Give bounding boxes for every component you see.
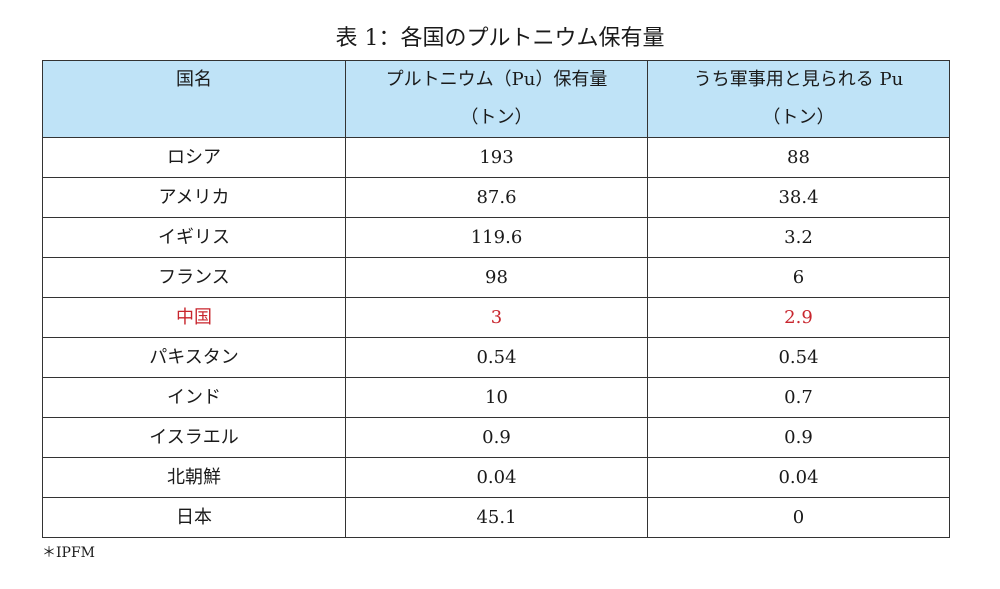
cell-military: 0.7 <box>647 377 950 418</box>
cell-total: 3 <box>345 297 648 338</box>
cell-country: 北朝鮮 <box>42 457 346 498</box>
table-row: アメリカ 87.6 38.4 <box>42 177 950 218</box>
cell-country: 中国 <box>42 297 346 338</box>
cell-total: 193 <box>345 137 648 178</box>
table-row: 中国 3 2.9 <box>42 297 950 338</box>
table-row: ロシア 193 88 <box>42 137 950 178</box>
cell-country: アメリカ <box>42 177 346 218</box>
plutonium-table: 国名 プルトニウム（Pu）保有量 （トン） うち軍事用と見られる Pu （トン）… <box>42 60 950 538</box>
table-row: イギリス 119.6 3.2 <box>42 217 950 258</box>
cell-military: 3.2 <box>647 217 950 258</box>
table-row: インド 10 0.7 <box>42 377 950 418</box>
table-body: ロシア 193 88 アメリカ 87.6 38.4 イギリス 119.6 3.2 フランス 98 6 中… <box>42 137 950 538</box>
header-row: 国名 プルトニウム（Pu）保有量 （トン） うち軍事用と見られる Pu （トン） <box>42 60 950 138</box>
source-note: ＊IPFM <box>42 545 95 561</box>
cell-military: 38.4 <box>647 177 950 218</box>
table-row: パキスタン 0.54 0.54 <box>42 337 950 378</box>
table-row: イスラエル 0.9 0.9 <box>42 417 950 458</box>
cell-total: 87.6 <box>345 177 648 218</box>
cell-military: 88 <box>647 137 950 178</box>
header-military-unit: （トン） <box>762 107 835 128</box>
header-total-label: プルトニウム（Pu）保有量 <box>385 69 608 90</box>
cell-military: 6 <box>647 257 950 298</box>
cell-country: イギリス <box>42 217 346 258</box>
table-row: 日本 45.1 0 <box>42 497 950 538</box>
header-total: プルトニウム（Pu）保有量 （トン） <box>345 60 648 138</box>
header-country-label: 国名 <box>176 69 212 90</box>
cell-military: 0.04 <box>647 457 950 498</box>
cell-total: 0.04 <box>345 457 648 498</box>
cell-total: 10 <box>345 377 648 418</box>
header-military: うち軍事用と見られる Pu （トン） <box>647 60 950 138</box>
cell-military: 2.9 <box>647 297 950 338</box>
cell-country: 日本 <box>42 497 346 538</box>
header-country: 国名 <box>42 60 346 138</box>
table-title: 表 1：各国のプルトニウム保有量 <box>335 26 665 51</box>
cell-total: 0.9 <box>345 417 648 458</box>
cell-country: パキスタン <box>42 337 346 378</box>
header-military-label: うち軍事用と見られる Pu <box>693 69 904 90</box>
cell-country: フランス <box>42 257 346 298</box>
cell-total: 98 <box>345 257 648 298</box>
cell-total: 119.6 <box>345 217 648 258</box>
cell-military: 0.9 <box>647 417 950 458</box>
cell-total: 0.54 <box>345 337 648 378</box>
cell-country: イスラエル <box>42 417 346 458</box>
table-row: フランス 98 6 <box>42 257 950 298</box>
table-row: 北朝鮮 0.04 0.04 <box>42 457 950 498</box>
cell-country: ロシア <box>42 137 346 178</box>
header-total-unit: （トン） <box>460 107 533 128</box>
cell-country: インド <box>42 377 346 418</box>
cell-military: 0 <box>647 497 950 538</box>
cell-total: 45.1 <box>345 497 648 538</box>
cell-military: 0.54 <box>647 337 950 378</box>
